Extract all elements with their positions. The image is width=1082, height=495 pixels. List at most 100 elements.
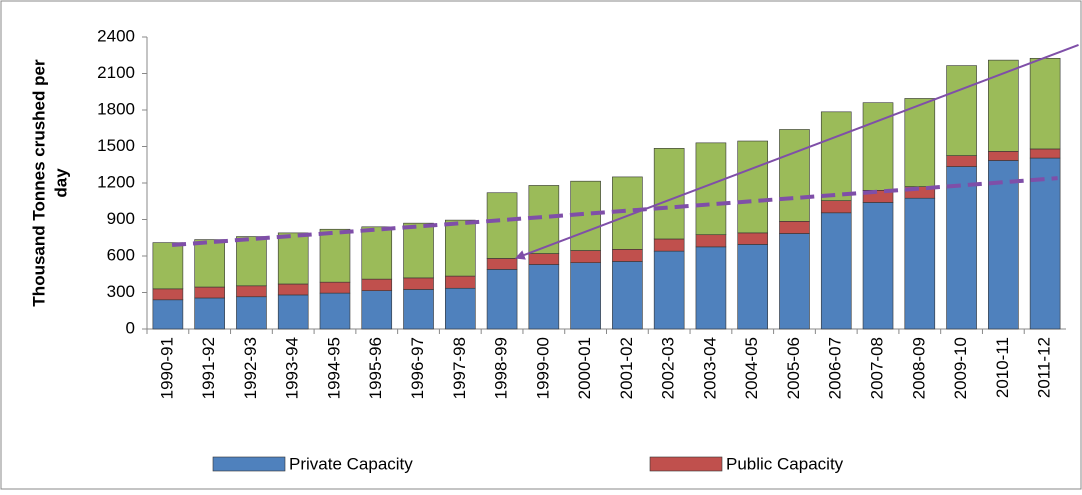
bar-segment: [820, 111, 852, 201]
y-axis-title: day: [51, 168, 70, 198]
bar-segment: [1029, 57, 1061, 150]
x-tick-label: 1999-00: [533, 337, 552, 399]
bar-segment: [988, 59, 1019, 152]
bar-segment: [612, 249, 643, 262]
bar-segment: [194, 297, 225, 330]
bar-segment: [319, 281, 351, 294]
x-tick-label: 2008-09: [909, 337, 928, 399]
bar-segment: [194, 286, 225, 299]
bar-segment: [570, 262, 601, 330]
bar-segment: [361, 226, 393, 280]
bar-segment: [862, 202, 894, 330]
bar-segment: [946, 166, 977, 330]
bar-segment: [319, 292, 351, 330]
bar-segment: [486, 258, 518, 270]
bar-segment: [486, 269, 518, 330]
bar-segment: [152, 288, 184, 301]
bar-segment: [444, 219, 476, 277]
bar-segment: [277, 294, 309, 330]
bar-segment: [779, 221, 810, 234]
trend-line: [171, 176, 1058, 248]
bar-segment: [653, 148, 685, 240]
bar-segment: [737, 140, 769, 234]
bar-segment: [444, 275, 476, 289]
bar-segment: [695, 234, 727, 248]
x-tick-label: 1997-98: [450, 337, 469, 399]
bar-segment: [1029, 148, 1061, 159]
x-tick-label: 1993-94: [283, 337, 302, 399]
bar-segment: [695, 246, 727, 330]
y-tick-label: 2400: [97, 26, 135, 45]
x-tick-label: 2007-08: [868, 337, 887, 399]
bar-segment: [486, 192, 518, 259]
bar-segment: [152, 299, 184, 330]
x-tick-label: 1998-99: [492, 337, 511, 399]
bar-segment: [612, 261, 643, 330]
x-tick-label: 1994-95: [324, 337, 343, 399]
y-tick-label: 1200: [97, 172, 135, 191]
x-tick-label: 2011-12: [1035, 337, 1054, 398]
y-tick-label: 2100: [97, 63, 135, 82]
bar-segment: [988, 151, 1019, 161]
bar-segment: [862, 102, 894, 191]
bar-segment: [277, 232, 309, 285]
y-tick-label: 600: [107, 245, 135, 264]
y-tick-label: 0: [126, 318, 135, 337]
x-tick-label: 2010-11: [993, 337, 1012, 398]
x-tick-label: 2001-02: [617, 337, 636, 399]
bar-segment: [1029, 157, 1061, 330]
x-tick-label: 1992-93: [241, 337, 260, 399]
bar-segment: [403, 222, 434, 279]
bar-segment: [820, 200, 852, 214]
legend-swatch: [212, 456, 286, 472]
x-tick-label: 2003-04: [700, 337, 719, 399]
bar-segment: [194, 239, 225, 288]
x-tick-label: 2006-07: [826, 337, 845, 399]
x-tick-label: 1995-96: [366, 337, 385, 399]
x-tick-label: 2002-03: [659, 337, 678, 399]
x-tick-label: 2004-05: [742, 337, 761, 399]
bar-segment: [570, 250, 601, 263]
trend-line: [514, 43, 1079, 260]
bar-segment: [988, 160, 1019, 330]
bar-segment: [653, 238, 685, 252]
legend-swatch: [649, 456, 723, 472]
bar-segment: [528, 253, 560, 265]
y-tick-label: 900: [107, 209, 135, 228]
x-tick-label: 1991-92: [199, 337, 218, 399]
legend-label: Private Capacity: [289, 454, 413, 473]
x-tick-label: 1990-91: [157, 337, 176, 399]
bar-segment: [737, 232, 769, 245]
y-tick-label: 1800: [97, 99, 135, 118]
bar-segment: [946, 65, 977, 156]
x-tick-label: 2005-06: [784, 337, 803, 399]
bar-segment: [653, 250, 685, 330]
legend-label: Public Capacity: [726, 454, 844, 473]
bar-segment: [361, 278, 393, 291]
bar-segment: [528, 264, 560, 330]
bar-segment: [152, 242, 184, 290]
x-tick-label: 2000-01: [575, 337, 594, 399]
y-tick-label: 1500: [97, 136, 135, 155]
bar-segment: [444, 287, 476, 330]
bar-segment: [236, 285, 267, 298]
bar-segment: [319, 228, 351, 283]
bar-segment: [820, 212, 852, 330]
bar-segment: [403, 277, 434, 290]
bar-segment: [779, 233, 810, 330]
bar-segment: [904, 98, 936, 187]
y-tick-label: 300: [107, 282, 135, 301]
y-axis-title: Thousand Tonnes crushed per: [29, 59, 48, 307]
bar-segment: [361, 290, 393, 330]
bar-segment: [236, 296, 267, 330]
x-tick-label: 2009-10: [951, 337, 970, 399]
bar-segment: [403, 289, 434, 330]
bar-segment: [904, 197, 936, 330]
bar-segment: [277, 283, 309, 296]
bar-segment: [737, 244, 769, 330]
bar-segment: [779, 129, 810, 222]
bar-segment: [236, 236, 267, 287]
x-tick-label: 1996-97: [408, 337, 427, 399]
bar-segment: [946, 155, 977, 167]
